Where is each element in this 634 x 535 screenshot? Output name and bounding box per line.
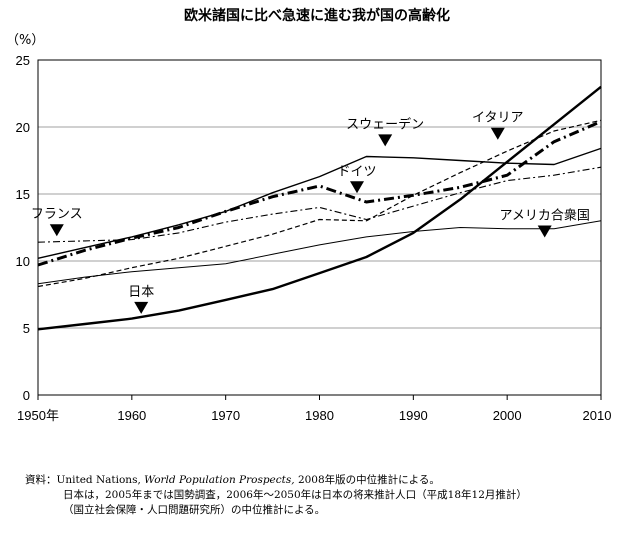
series-line bbox=[37, 166, 602, 243]
x-tick-label: 2000 bbox=[493, 408, 522, 423]
annotation-marker bbox=[378, 134, 393, 147]
series-annotation-label: スウェーデン bbox=[346, 116, 424, 132]
chart-title: 欧米諸国に比べ急速に進む我が国の高齢化 bbox=[184, 8, 450, 24]
series-annotation-label: フランス bbox=[31, 207, 83, 222]
annotation-marker bbox=[537, 225, 552, 238]
x-tick-label: 1990 bbox=[399, 408, 428, 423]
annotation-marker bbox=[134, 301, 149, 314]
x-tick-label: 1960 bbox=[117, 408, 146, 423]
annotation-marker bbox=[49, 224, 64, 237]
series-annotation-label: アメリカ合衆国 bbox=[500, 208, 590, 224]
y-tick-label: 15 bbox=[16, 187, 30, 202]
annotation-marker bbox=[350, 181, 364, 194]
y-tick-label: 20 bbox=[16, 120, 30, 135]
aging-line-chart: （%） 0 5 10 15 20 25 1950年 1960 1970 1980 1990 2000… bbox=[6, 33, 612, 423]
y-tick-label: 10 bbox=[16, 254, 30, 269]
y-tick-label: 5 bbox=[23, 321, 30, 336]
annotation-marker bbox=[490, 127, 505, 140]
source-line-2: 日本は，2005年までは国勢調査，2006年～2050年は日本の将来推計人口（平… bbox=[63, 489, 527, 501]
series-annotation-label: イタリア bbox=[472, 111, 523, 126]
y-axis-unit-label: （%） bbox=[6, 33, 44, 48]
x-tick-label: 1980 bbox=[305, 408, 334, 423]
y-tick-label: 0 bbox=[23, 388, 30, 403]
source-note: 資料：United Nations, World Population Pros… bbox=[25, 473, 625, 518]
series-annotation-label: 日本 bbox=[128, 285, 154, 300]
x-tick-label: 1970 bbox=[211, 408, 240, 423]
series-line bbox=[37, 119, 602, 288]
x-tick-label: 2010 bbox=[583, 408, 612, 423]
series-line bbox=[37, 220, 602, 285]
series-line bbox=[37, 85, 602, 331]
series-line bbox=[37, 120, 602, 267]
source-line-1: 資料：United Nations, World Population Pros… bbox=[25, 474, 440, 486]
x-tick-label: 1950年 bbox=[17, 408, 59, 423]
source-line-3: （国立社会保障・人口問題研究所）の中位推計による。 bbox=[63, 504, 326, 516]
series-line bbox=[37, 147, 602, 259]
series-annotation-label: ドイツ bbox=[338, 164, 377, 179]
y-tick-label: 25 bbox=[16, 53, 30, 68]
